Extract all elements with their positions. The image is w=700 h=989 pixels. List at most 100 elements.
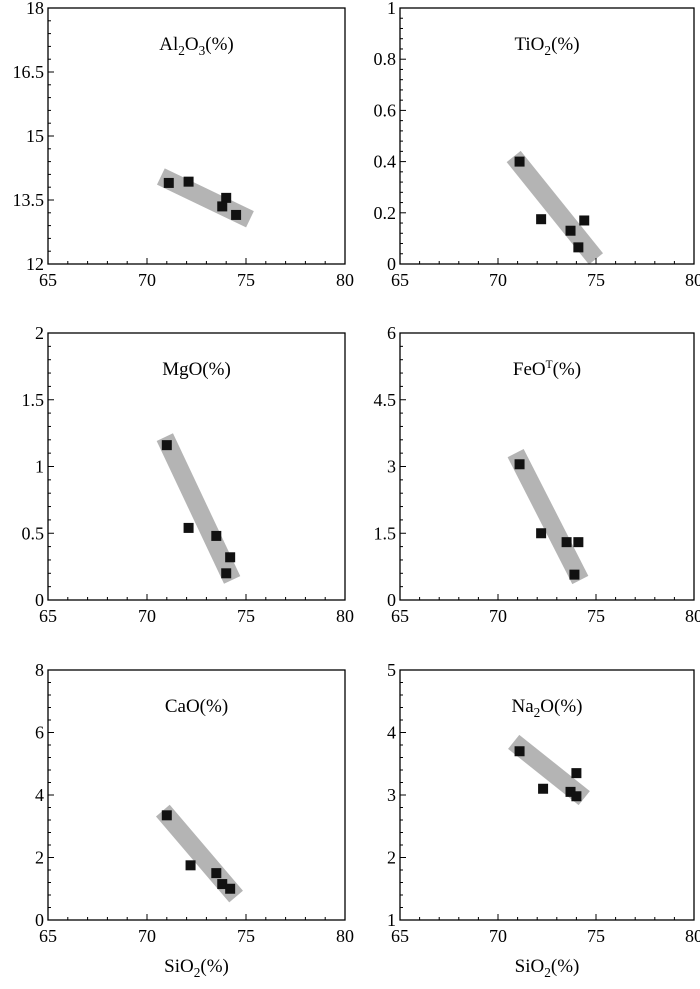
y-tick-label: 0.8 bbox=[374, 49, 397, 69]
y-tick-label: 0 bbox=[387, 254, 396, 274]
y-tick-label: 1 bbox=[387, 0, 396, 18]
text-segment: Na bbox=[511, 696, 534, 717]
trend-band bbox=[514, 156, 596, 258]
data-point bbox=[569, 570, 579, 580]
y-tick-label: 0 bbox=[387, 590, 396, 610]
plot-title: FeOT(%) bbox=[513, 359, 581, 380]
y-tick-label: 18 bbox=[26, 0, 44, 18]
text-segment: (%) bbox=[553, 359, 581, 380]
x-tick-label: 70 bbox=[138, 606, 156, 626]
plot-title: Na2O(%) bbox=[511, 696, 582, 720]
text-segment: CaO(%) bbox=[165, 696, 228, 717]
y-tick-label: 0.6 bbox=[374, 100, 397, 120]
y-tick-label: 1.5 bbox=[374, 523, 397, 543]
data-point bbox=[184, 177, 194, 187]
x-tick-label: 80 bbox=[685, 606, 700, 626]
data-point bbox=[515, 157, 525, 167]
y-tick-label: 4.5 bbox=[374, 390, 397, 410]
x-axis-label: SiO2(%) bbox=[164, 956, 229, 980]
x-tick-label: 70 bbox=[138, 270, 156, 290]
y-tick-label: 13.5 bbox=[13, 190, 45, 210]
trend-band bbox=[165, 437, 232, 580]
data-point bbox=[225, 552, 235, 562]
data-point bbox=[225, 884, 235, 894]
y-tick-label: 4 bbox=[387, 723, 396, 743]
text-segment: TiO bbox=[514, 34, 544, 55]
x-tick-label: 70 bbox=[489, 270, 507, 290]
x-tick-label: 80 bbox=[336, 926, 354, 946]
x-tick-label: 80 bbox=[685, 270, 700, 290]
x-axis-label: SiO2(%) bbox=[515, 956, 580, 980]
text-segment: (%) bbox=[200, 956, 228, 977]
plot-frame bbox=[400, 333, 694, 600]
data-point bbox=[162, 440, 172, 450]
text-segment: O(%) bbox=[540, 696, 582, 717]
y-tick-label: 0.5 bbox=[22, 523, 45, 543]
y-tick-label: 3 bbox=[387, 785, 396, 805]
y-tick-label: 15 bbox=[26, 126, 44, 146]
subscript: 2 bbox=[544, 43, 551, 58]
data-point bbox=[566, 226, 576, 236]
x-tick-label: 75 bbox=[237, 926, 255, 946]
y-tick-label: 3 bbox=[387, 457, 396, 477]
text-segment: (%) bbox=[551, 34, 579, 55]
data-point bbox=[536, 214, 546, 224]
text-segment: MgO(%) bbox=[162, 359, 231, 380]
data-point bbox=[217, 201, 227, 211]
y-tick-label: 2 bbox=[35, 848, 44, 868]
data-point bbox=[515, 746, 525, 756]
text-segment: O bbox=[185, 34, 199, 55]
data-point bbox=[573, 242, 583, 252]
x-tick-label: 75 bbox=[237, 606, 255, 626]
y-tick-label: 2 bbox=[387, 848, 396, 868]
x-tick-label: 75 bbox=[587, 270, 605, 290]
y-tick-label: 0.2 bbox=[374, 203, 397, 223]
x-tick-label: 75 bbox=[587, 606, 605, 626]
y-tick-label: 0.4 bbox=[374, 152, 397, 172]
subscript: 2 bbox=[544, 965, 551, 980]
data-point bbox=[221, 193, 231, 203]
y-tick-label: 2 bbox=[35, 323, 44, 343]
data-point bbox=[164, 178, 174, 188]
plot-title: CaO(%) bbox=[165, 696, 228, 717]
y-tick-label: 1 bbox=[35, 457, 44, 477]
text-segment: SiO bbox=[164, 956, 194, 977]
text-segment: SiO bbox=[515, 956, 545, 977]
text-segment: (%) bbox=[205, 34, 233, 55]
y-tick-label: 12 bbox=[26, 254, 44, 274]
data-point bbox=[211, 531, 221, 541]
x-tick-label: 80 bbox=[336, 270, 354, 290]
data-point bbox=[184, 523, 194, 533]
plot-title: MgO(%) bbox=[162, 359, 231, 380]
x-tick-label: 75 bbox=[587, 926, 605, 946]
data-point bbox=[538, 784, 548, 794]
x-tick-label: 70 bbox=[489, 926, 507, 946]
y-tick-label: 6 bbox=[387, 323, 396, 343]
y-tick-label: 16.5 bbox=[13, 62, 45, 82]
data-point bbox=[162, 810, 172, 820]
plot-title: Al2O3(%) bbox=[159, 34, 234, 58]
data-point bbox=[221, 568, 231, 578]
x-tick-label: 80 bbox=[336, 606, 354, 626]
subscript: 2 bbox=[194, 965, 201, 980]
data-point bbox=[571, 768, 581, 778]
y-tick-label: 1.5 bbox=[22, 390, 45, 410]
text-segment: FeO bbox=[513, 359, 546, 380]
x-tick-label: 70 bbox=[138, 926, 156, 946]
text-segment: Al bbox=[159, 34, 178, 55]
data-point bbox=[562, 537, 572, 547]
y-tick-label: 6 bbox=[35, 723, 44, 743]
data-point bbox=[579, 215, 589, 225]
x-tick-label: 75 bbox=[237, 270, 255, 290]
subscript: 2 bbox=[534, 705, 541, 720]
data-point bbox=[231, 210, 241, 220]
data-point bbox=[573, 537, 583, 547]
superscript: T bbox=[546, 359, 553, 371]
y-tick-label: 4 bbox=[35, 785, 44, 805]
